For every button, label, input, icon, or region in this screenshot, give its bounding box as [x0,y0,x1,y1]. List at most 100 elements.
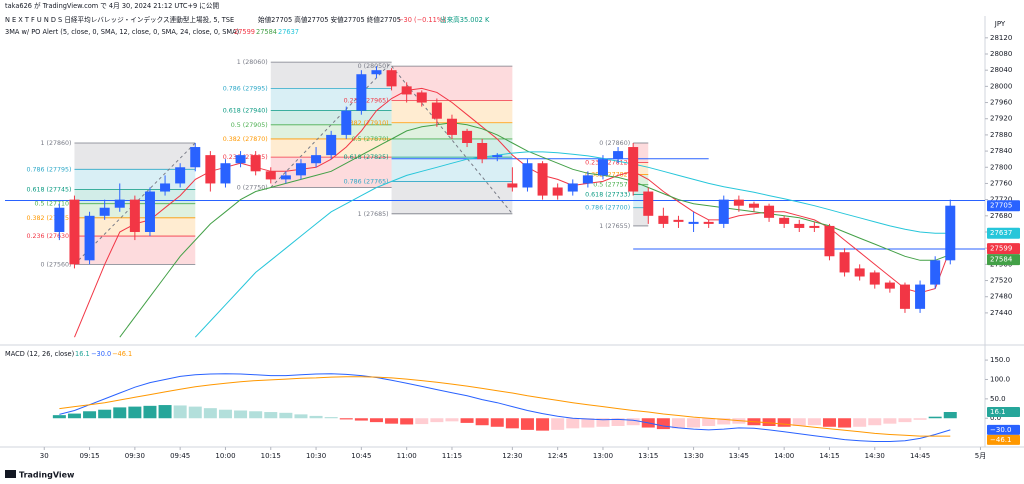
currency: JPY [994,20,1006,28]
histogram-bar [883,418,897,424]
legend-value: 27637 [278,28,299,36]
value-tag [987,424,1020,435]
histogram-bar [83,411,97,419]
histogram-bar [249,411,263,419]
value-tag [987,407,1020,418]
candle-body [431,102,442,119]
fib-label: 1 (27655) [599,223,630,230]
histogram-bar [581,418,595,428]
candle-body [205,155,216,184]
candle-body [733,199,744,206]
y-tick-label: 28000 [990,82,1012,90]
line-series [59,376,951,437]
histogram-bar [385,418,399,424]
fib-band [74,236,196,265]
y-tick-label: 150.0 [990,356,1010,364]
y-tick-label: 0.0 [990,414,1001,422]
candle-body [265,171,276,180]
histogram-bar [928,416,942,419]
fib-band [391,66,513,101]
candle-body [522,163,533,188]
change: −30 (−0.11%) [398,16,446,24]
histogram-bar [853,418,867,427]
histogram-bar [566,418,580,429]
fib-label: 0.5 (27870) [352,136,389,143]
fib-label: 0 (28050) [358,63,389,70]
histogram-bar [868,418,882,426]
histogram-bar [113,407,127,419]
legend-value: 27584 [256,28,277,36]
histogram-bar [671,418,685,429]
macd-legend: 16.1 [75,350,90,358]
histogram-bar [173,405,187,419]
fib-band [74,142,196,170]
y-tick-label: 27840 [990,147,1012,155]
candle-body [673,219,684,222]
candle-body [628,147,639,192]
histogram-bar [520,418,534,430]
x-tick-label: 10:45 [351,452,371,460]
x-tick-label: 5月 [975,452,986,460]
histogram-bar [838,418,852,428]
x-tick-label: 14:15 [819,452,839,460]
candle-body [401,86,412,95]
candle-body [220,163,231,184]
candle-body [582,175,593,184]
candle-body [235,155,246,164]
histogram-bar [143,405,157,419]
histogram-bar [430,418,444,423]
histogram-bar [656,418,670,430]
fib-label: 0.236 (27630) [26,233,71,240]
histogram-bar [898,418,912,423]
candle-body [597,159,608,176]
histogram-bar [943,412,957,419]
fib-label: 0.786 (27765) [344,178,389,185]
candle-body [477,142,488,160]
x-tick-label: 12:45 [548,452,568,460]
candle-body [492,155,503,158]
candle-body [703,221,714,224]
candle-body [537,163,548,196]
histogram-bar [596,418,610,427]
histogram-bar [324,417,338,419]
histogram-bar [792,418,806,426]
fib-label: 0.618 (27745) [26,187,71,194]
macd-legend: −46.1 [112,350,132,358]
candle-body [809,225,820,228]
x-tick-label: 14:45 [910,452,930,460]
logo-icon [5,470,16,478]
candle-body [658,215,669,224]
histogram-bar [234,410,248,419]
fib-label: 0 (27750) [237,184,268,191]
histogram-bar [203,408,217,419]
legend-value: 27599 [234,28,255,36]
candle-body [416,92,427,103]
fib-trend [270,61,392,188]
histogram-bar [52,415,66,419]
y-tick-label: 100.0 [990,375,1010,383]
price-tag-label: 27584 [990,256,1013,264]
fib-band [391,181,513,214]
price-tag [987,227,1020,239]
fib-label: 0.786 (27995) [223,85,268,92]
y-tick-label: 27520 [990,277,1012,285]
fib-label: 1 (27685) [358,211,389,218]
candle-body [884,282,895,289]
candle-body [930,260,941,285]
line-series [59,373,951,442]
candle-body [326,134,337,156]
fib-label: 1 (28060) [237,59,268,66]
histogram-bar [369,418,383,423]
x-tick-label: 13:30 [683,452,703,460]
fib-band [633,174,649,185]
symbol-title: N E X T F U N D S 日経平均レバレッジ・インデックス連動型上場投… [5,15,234,24]
fib-band [633,184,649,195]
macd-legend: −30.0 [91,350,111,358]
fib-band [391,157,513,182]
candle-body [507,183,518,188]
histogram-bar [702,418,716,426]
candle-body [899,284,910,309]
histogram-bar [762,418,776,426]
histogram-bar [279,412,293,419]
x-tick-label: 30 [40,452,49,460]
